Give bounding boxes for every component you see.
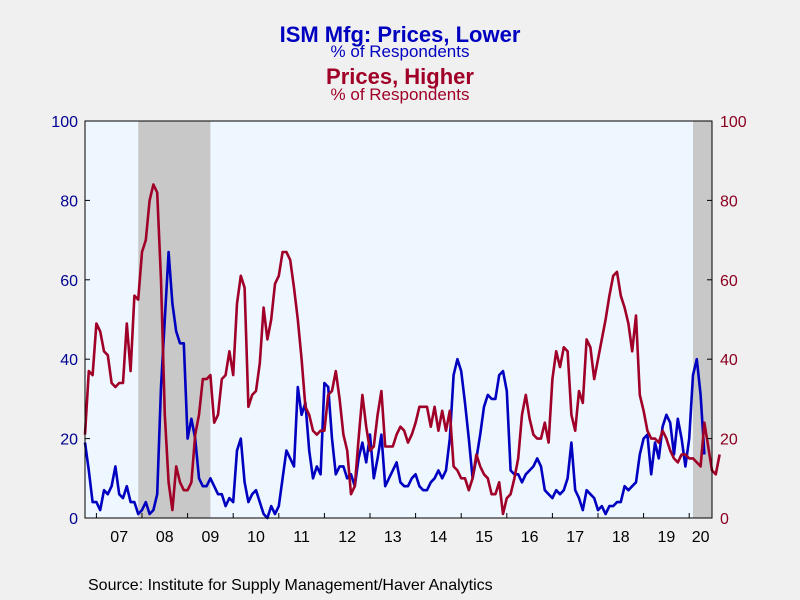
y-tick-label-right-2: 40 [720,352,738,369]
plot-frame [84,120,713,519]
x-tick-label-7: 14 [430,529,448,546]
y-tick-label-right-5: 100 [720,114,747,131]
y-tick-label-left-5: 100 [51,114,78,131]
y-tick-label-right-0: 0 [720,511,729,528]
x-tick-label-13: 20 [692,529,710,546]
y-tick-label-right-1: 20 [720,432,738,449]
chart-title-2: Prices, Higher [326,64,474,89]
y-tick-label-right-4: 80 [720,193,738,210]
x-tick-label-3: 10 [247,529,265,546]
x-tick-label-6: 13 [384,529,402,546]
x-tick-label-4: 11 [293,529,310,546]
series-line-prices-lower [83,250,706,520]
y-tick-label-left-4: 80 [60,193,78,210]
recession-band-1 [692,121,712,518]
x-tick-label-8: 15 [475,529,493,546]
chart-title-subtitle: % of Respondents [331,42,470,61]
x-tick-label-9: 16 [521,529,539,546]
x-tick-label-5: 12 [338,529,356,546]
x-tick-label-0: 07 [110,529,128,546]
x-tick-label-10: 17 [566,529,584,546]
chart-title-2-subtitle: % of Respondents [331,85,470,104]
y-tick-label-left-1: 20 [60,432,78,449]
chart-title: ISM Mfg: Prices, Lower [280,22,521,47]
y-tick-label-left-2: 40 [60,352,78,369]
series-line-prices-higher [83,183,721,516]
x-tick-label-11: 18 [612,529,630,546]
x-tick-label-1: 08 [156,529,174,546]
y-tick-label-left-3: 60 [60,273,78,290]
y-tick-label-left-0: 0 [69,511,78,528]
x-tick-label-2: 09 [202,529,220,546]
source-note: Source: Institute for Supply Management/… [88,577,493,594]
y-tick-label-right-3: 60 [720,273,738,290]
x-tick-label-12: 19 [658,529,676,546]
